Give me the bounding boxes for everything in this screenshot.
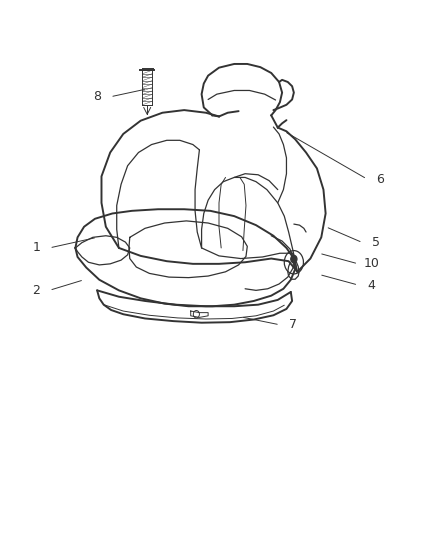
Text: 6: 6 (376, 173, 384, 185)
Text: 4: 4 (367, 279, 375, 292)
Text: 5: 5 (372, 236, 380, 249)
Text: 1: 1 (32, 241, 40, 254)
Text: 10: 10 (364, 257, 379, 270)
Text: 8: 8 (93, 90, 101, 103)
Text: 2: 2 (32, 284, 40, 297)
Bar (142, 70, 152, 105)
Text: 7: 7 (289, 318, 297, 332)
Circle shape (291, 255, 297, 263)
